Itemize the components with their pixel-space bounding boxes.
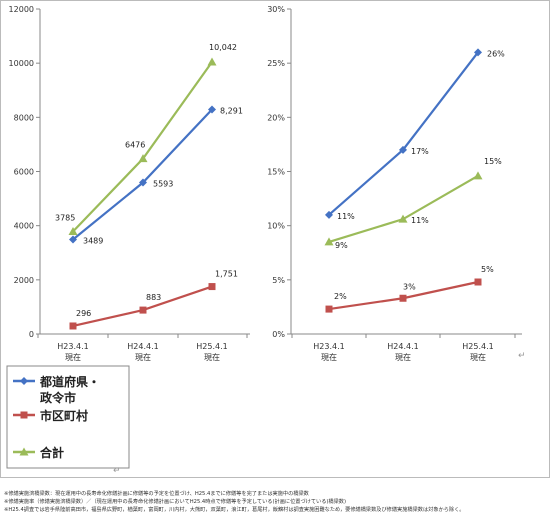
footnote-1: ※修繕実施済橋梁数：現在運用中の長寿命化修繕計画に修繕等の予定を位置づけ、H25… bbox=[4, 491, 309, 497]
data-point bbox=[208, 283, 216, 291]
legend-marker bbox=[19, 447, 29, 456]
y-tick-label: 12000 bbox=[9, 5, 34, 14]
data-point bbox=[324, 237, 334, 246]
data-point bbox=[474, 278, 482, 286]
data-label: 11% bbox=[411, 216, 429, 225]
legend-label: 市区町村 bbox=[40, 408, 88, 423]
data-label: 883 bbox=[146, 293, 161, 302]
paragraph-mark-1: ↵ bbox=[518, 351, 526, 361]
y-tick-label: 4000 bbox=[14, 222, 34, 231]
data-point bbox=[207, 57, 217, 66]
x-tick-label: 現在 bbox=[470, 352, 486, 362]
x-tick-label: H23.4.1 bbox=[313, 342, 344, 351]
x-tick-label: 現在 bbox=[321, 352, 337, 362]
y-tick-label: 20% bbox=[267, 113, 285, 122]
y-tick-label: 5% bbox=[272, 276, 285, 285]
data-point bbox=[139, 306, 147, 314]
x-tick-label: H24.4.1 bbox=[127, 342, 158, 351]
y-tick-label: 10000 bbox=[9, 59, 34, 68]
x-tick-label: H25.4.1 bbox=[196, 342, 227, 351]
data-point bbox=[208, 105, 216, 114]
y-tick-label: 30% bbox=[267, 5, 285, 14]
x-tick-label: 現在 bbox=[65, 352, 81, 362]
y-tick-label: 10% bbox=[267, 222, 285, 231]
data-point bbox=[399, 145, 407, 154]
data-label: 26% bbox=[487, 49, 505, 58]
data-point bbox=[399, 294, 407, 302]
legend-label: 政令市 bbox=[40, 390, 76, 405]
data-point bbox=[325, 305, 333, 313]
data-point bbox=[69, 322, 77, 330]
x-tick-label: H25.4.1 bbox=[462, 342, 493, 351]
x-tick-label: 現在 bbox=[395, 352, 411, 362]
data-point bbox=[473, 171, 483, 180]
data-label: 10,042 bbox=[209, 43, 237, 52]
data-point bbox=[398, 214, 408, 223]
data-label: 5593 bbox=[153, 180, 173, 189]
chart-rate: 0%5%10%15%20%25%30%H23.4.1現在H24.4.1現在H25… bbox=[267, 5, 522, 362]
legend-marker bbox=[20, 411, 28, 419]
data-label: 296 bbox=[76, 309, 91, 318]
x-tick-label: H24.4.1 bbox=[387, 342, 418, 351]
data-point bbox=[138, 154, 148, 163]
y-tick-label: 15% bbox=[267, 168, 285, 177]
legend-marker bbox=[20, 377, 28, 385]
legend-label: 都道府県・ bbox=[39, 374, 100, 389]
y-tick-label: 6000 bbox=[14, 168, 34, 177]
x-tick-label: 現在 bbox=[204, 352, 220, 362]
y-tick-label: 25% bbox=[267, 59, 285, 68]
data-point bbox=[474, 48, 482, 57]
y-tick-label: 0% bbox=[272, 330, 285, 339]
y-tick-label: 8000 bbox=[14, 113, 34, 122]
data-point bbox=[139, 178, 147, 187]
paragraph-mark-2: ↵ bbox=[113, 466, 121, 476]
data-label: 3785 bbox=[55, 213, 75, 222]
chart-count: 020004000600080001000012000H23.4.1現在H24.… bbox=[9, 5, 250, 362]
y-tick-label: 0 bbox=[29, 330, 34, 339]
footnote-2: ※修繕実施率（修繕実施済橋梁数）／（現在運用中の長寿命化修繕計画においてH25.… bbox=[4, 499, 346, 505]
footnote-3: ※H25.4調査では岩手県陸前高田市，福島県広野町，楢葉町，富岡町，川内村，大熊… bbox=[4, 507, 465, 513]
data-label: 11% bbox=[337, 212, 355, 221]
data-label: 6476 bbox=[125, 141, 145, 150]
data-label: 5% bbox=[481, 265, 494, 274]
data-point bbox=[68, 226, 78, 235]
legend-label: 合計 bbox=[40, 445, 64, 460]
data-point bbox=[69, 235, 77, 244]
data-label: 3% bbox=[403, 282, 416, 291]
data-label: 9% bbox=[335, 241, 348, 250]
x-tick-label: H23.4.1 bbox=[57, 342, 88, 351]
data-label: 17% bbox=[411, 147, 429, 156]
data-label: 2% bbox=[334, 292, 347, 301]
data-label: 15% bbox=[484, 157, 502, 166]
data-point bbox=[325, 210, 333, 219]
y-tick-label: 2000 bbox=[14, 276, 34, 285]
data-label: 1,751 bbox=[215, 270, 238, 279]
x-tick-label: 現在 bbox=[135, 352, 151, 362]
data-label: 3489 bbox=[83, 237, 103, 246]
data-label: 8,291 bbox=[220, 106, 243, 115]
